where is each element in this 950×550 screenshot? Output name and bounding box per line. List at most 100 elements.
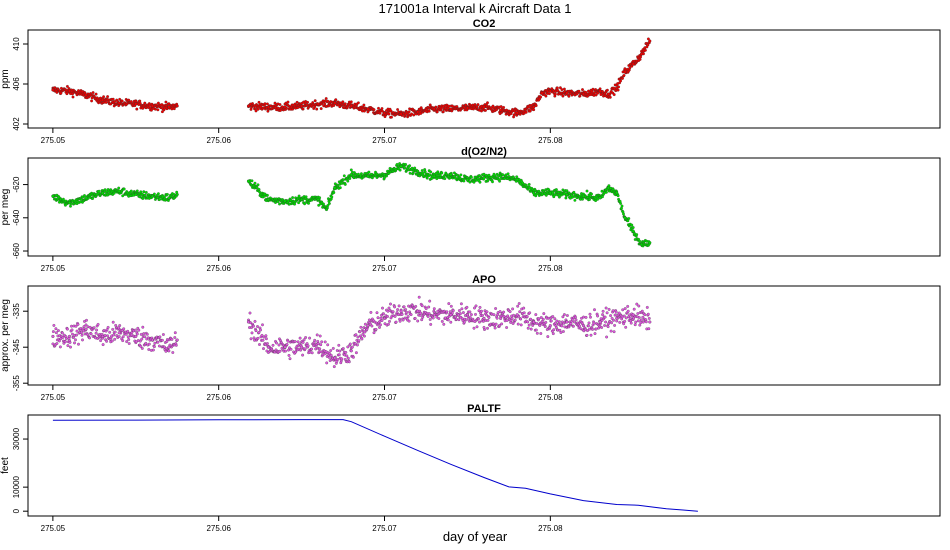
data-point [601,313,605,317]
data-point [108,330,112,334]
scatter-points [51,295,652,369]
data-point [334,98,338,102]
data-point [618,320,622,324]
data-point [608,95,612,99]
data-point [297,201,301,205]
data-point [84,323,88,327]
y-axis-label: per meg [0,189,11,226]
data-point [510,316,514,320]
data-point [283,199,287,203]
data-point [363,330,367,334]
data-point [648,241,652,245]
data-point [487,316,491,319]
data-point [492,313,496,317]
data-point [534,328,538,332]
data-point [505,319,509,322]
data-point [315,107,319,111]
data-point [106,95,110,99]
data-point [487,173,491,177]
data-point [511,307,515,311]
data-point [585,189,589,193]
data-point [596,91,600,95]
data-point [153,107,157,111]
data-point [449,107,453,111]
plot-frame [27,414,941,517]
data-point [265,102,269,106]
data-point [538,324,542,327]
data-point [381,306,384,310]
data-point [544,193,548,197]
data-point [313,338,317,342]
data-point [622,314,626,318]
data-point [349,104,353,108]
data-point [623,216,627,220]
x-tick-label: 275.08 [538,524,563,533]
data-point [129,189,133,193]
data-point [257,330,261,334]
data-point [637,304,641,308]
data-point [332,365,336,369]
data-point [143,193,147,197]
data-point [353,342,357,346]
data-point [526,326,530,330]
data-point [486,326,489,330]
data-point [641,315,645,319]
data-point [432,307,436,311]
data-point [118,324,122,327]
data-point [529,327,533,331]
data-point [529,317,533,321]
data-point [494,307,498,310]
data-point [404,308,408,311]
data-point [486,101,489,105]
data-point [84,93,88,97]
data-point [587,321,591,325]
data-point [284,349,287,353]
data-point [396,108,400,111]
data-point [382,312,385,316]
data-point [134,334,138,338]
data-point [596,314,600,318]
data-point [542,312,546,316]
data-point [366,107,370,111]
data-point [276,200,280,204]
data-point [413,166,417,170]
data-point [643,48,647,52]
data-point [603,324,607,327]
data-point [338,186,342,190]
panel-1: CO2 ppm 402 406 410 275.05 275.06 275.07 275.08 [0,18,941,145]
data-point [134,102,138,106]
data-point [604,306,608,310]
data-point [372,108,376,112]
data-point [299,348,303,352]
data-point [616,88,620,92]
data-point [366,324,370,328]
data-point [74,338,77,342]
data-point [626,309,630,313]
x-tick-label: 275.07 [372,264,397,273]
panel-title: APO [472,274,496,286]
data-point [271,343,275,347]
data-point [336,357,340,361]
data-point [615,86,619,90]
data-point [593,332,597,336]
data-point [457,309,461,313]
data-point [633,323,637,327]
data-point [389,302,392,306]
data-point [88,336,92,340]
data-point [638,323,642,327]
data-point [376,316,380,320]
data-point [347,360,351,364]
data-point [645,305,649,309]
data-point [156,192,160,196]
data-point [342,174,346,178]
data-point [408,164,412,168]
data-point [443,177,447,181]
data-point [623,70,627,74]
data-point [266,197,270,202]
data-point [399,164,403,168]
panel-title: d(O2/N2) [461,146,507,158]
x-tick-label: 275.07 [372,393,397,402]
data-point [70,324,73,328]
data-point [506,172,510,176]
data-point [474,312,477,316]
